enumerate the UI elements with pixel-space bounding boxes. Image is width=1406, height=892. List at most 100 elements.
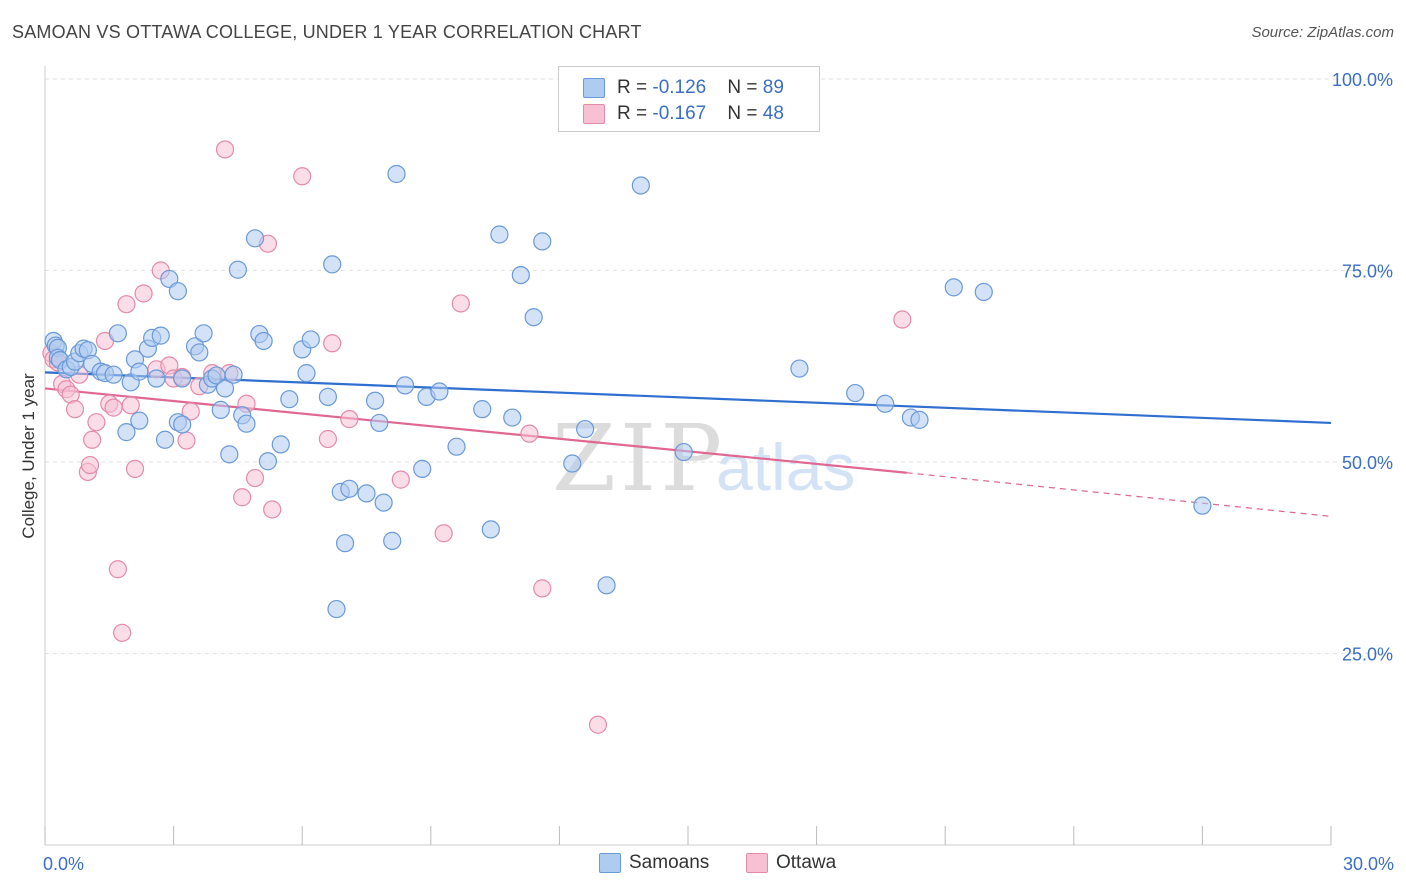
samoans-point: [168, 282, 187, 301]
ottawa-swatch: [746, 853, 768, 873]
samoans-point: [1193, 496, 1212, 515]
n-label: N =: [727, 77, 763, 98]
y-tick-label: 25.0%: [1342, 645, 1393, 665]
y-axis-label: College, Under 1 year: [19, 373, 38, 539]
samoans-point: [374, 493, 393, 512]
ottawa-trend-line: [44, 387, 907, 474]
samoans-point: [254, 331, 273, 351]
samoans-point: [473, 400, 492, 419]
samoans-point: [194, 324, 213, 343]
samoans-points: [44, 164, 1212, 619]
ottawa-point: [533, 579, 552, 598]
chart-title: SAMOAN VS OTTAWA COLLEGE, UNDER 1 YEAR C…: [12, 22, 642, 42]
samoans-point: [130, 411, 149, 430]
ottawa-point: [113, 623, 132, 642]
samoans-point: [237, 414, 256, 433]
samoans-point: [430, 382, 449, 401]
samoans-swatch: [599, 853, 621, 873]
samoans-point: [413, 459, 432, 478]
ottawa-point: [520, 424, 539, 443]
samoans-point: [447, 437, 466, 456]
ottawa-point: [87, 413, 106, 432]
samoans-point: [220, 445, 239, 464]
ottawa-point: [181, 402, 200, 421]
ottawa-point: [121, 396, 140, 415]
samoans-point: [211, 400, 230, 420]
samoans-point: [383, 531, 402, 550]
samoans-point: [481, 520, 500, 539]
x-tick-label: 0.0%: [43, 854, 84, 874]
samoans-point: [790, 359, 809, 378]
x-tick-label: 30.0%: [1343, 854, 1394, 874]
samoans-point: [503, 408, 522, 427]
samoans-point: [944, 278, 963, 297]
n-value: 89: [762, 77, 784, 98]
samoans-point: [173, 369, 192, 388]
ottawa-point: [108, 560, 127, 579]
ottawa-point: [83, 430, 102, 449]
samoans-swatch: [583, 78, 605, 98]
samoans-point: [215, 379, 235, 398]
ottawa-point: [451, 294, 470, 313]
samoans-point: [576, 419, 595, 439]
n-label: N =: [727, 103, 763, 124]
correlation-legend: R = -0.126 N = 89 R = -0.167 N = 48: [558, 66, 820, 132]
samoans-point: [117, 423, 136, 442]
samoans-point: [370, 413, 389, 433]
samoans-point: [511, 265, 530, 285]
ottawa-point: [263, 500, 282, 519]
legend-samoans-text: R = -0.126 N = 89: [617, 77, 784, 99]
samoans-point: [173, 415, 192, 434]
samoans-point: [271, 435, 290, 454]
ottawa-point: [340, 410, 359, 429]
samoans-point: [258, 452, 278, 471]
samoans-point: [533, 232, 552, 251]
samoans-point: [387, 164, 406, 184]
r-value: -0.126: [652, 77, 707, 98]
ottawa-point: [65, 400, 85, 419]
ottawa-swatch: [583, 104, 605, 124]
samoans-point: [155, 430, 175, 449]
y-tick-label: 50.0%: [1342, 453, 1393, 473]
axes: [44, 66, 1332, 846]
samoans-point: [228, 260, 247, 279]
watermark: ZIP atlas: [552, 405, 855, 512]
samoans-point: [151, 326, 170, 345]
samoans-point: [245, 229, 265, 248]
ottawa-point: [125, 459, 145, 478]
samoans-point: [524, 308, 543, 327]
ottawa-point: [245, 468, 265, 488]
samoans-point: [846, 383, 865, 403]
ottawa-point: [434, 524, 453, 543]
samoans-point: [490, 225, 509, 244]
ottawa-point: [588, 715, 608, 734]
legend-ottawa-text: R = -0.167 N = 48: [617, 103, 784, 125]
y-tick-label: 75.0%: [1342, 262, 1393, 282]
ottawa-point: [233, 488, 252, 507]
samoans-point: [365, 391, 385, 410]
samoans-point: [910, 410, 929, 429]
samoans-point: [297, 364, 316, 383]
ottawa-point: [893, 310, 912, 329]
samoans-point: [224, 365, 243, 384]
samoans-point: [280, 390, 299, 409]
samoans-trend-line: [44, 371, 1332, 425]
ottawa-point: [215, 140, 235, 159]
samoans-point: [190, 343, 209, 362]
samoans-point: [674, 442, 693, 462]
gridlines: [45, 78, 1392, 654]
y-tick-label: 100.0%: [1332, 70, 1393, 90]
samoans-point: [340, 479, 359, 498]
samoans-point: [357, 484, 376, 503]
ottawa-point: [323, 334, 342, 353]
ottawa-label: Ottawa: [776, 852, 837, 873]
ottawa-point: [104, 398, 123, 417]
samoans-point: [318, 387, 338, 406]
ottawa-point: [134, 284, 153, 303]
watermark-atlas: atlas: [716, 430, 855, 504]
tick-labels: 100.0% 75.0% 50.0% 25.0% 0.0% 30.0%: [43, 70, 1394, 874]
ottawa-point: [177, 431, 196, 450]
samoans-point: [327, 599, 346, 619]
samoans-point: [335, 534, 355, 553]
